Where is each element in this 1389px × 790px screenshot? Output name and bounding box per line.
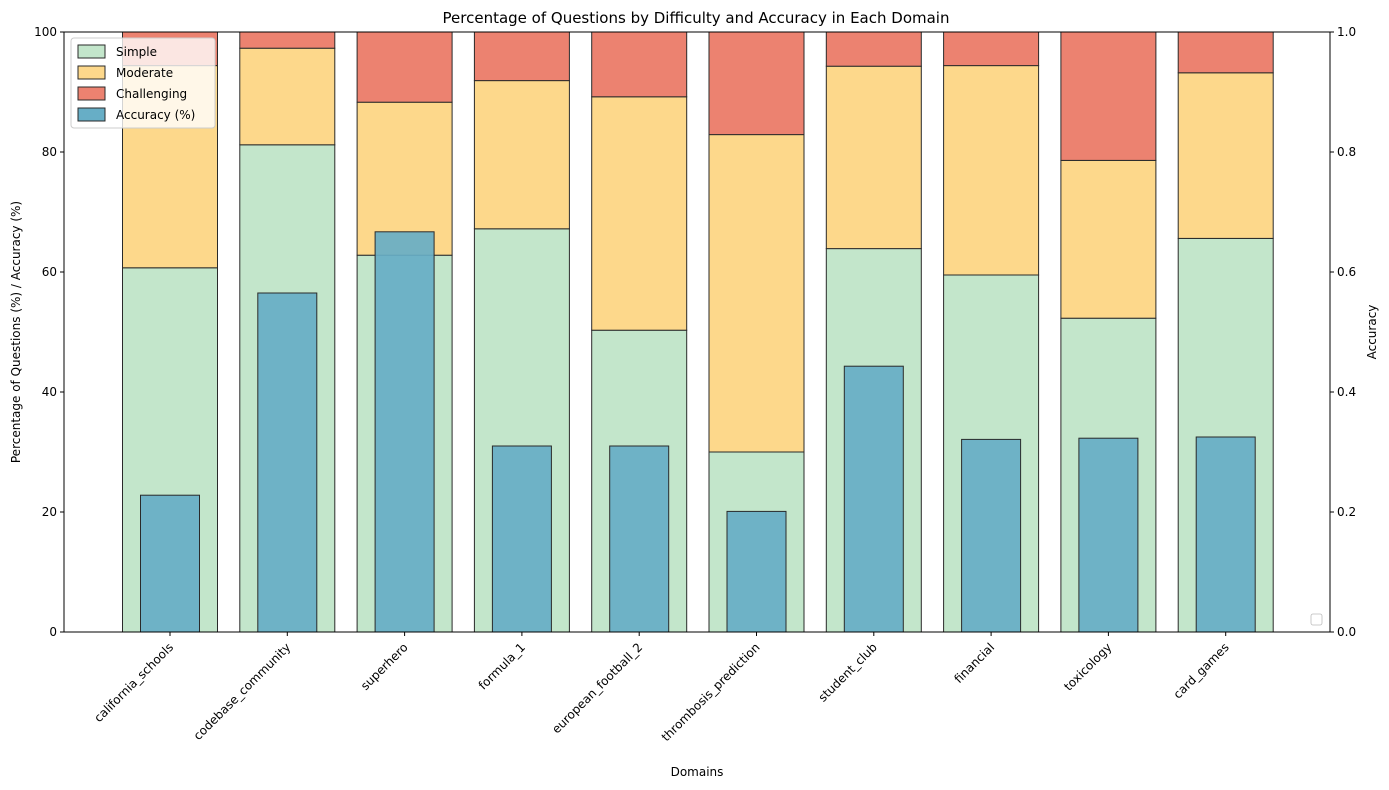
bar-challenging-card_games [1177, 31, 1274, 74]
legend-label: Simple [116, 45, 157, 59]
y-tick-label: 80 [42, 145, 57, 159]
y-axis-right-label: Accuracy [1365, 305, 1379, 360]
bar-accuracy-thrombosis_prediction [726, 510, 787, 633]
y-right-tick-label: 0.0 [1337, 625, 1356, 639]
y-right-tick-label: 0.8 [1337, 145, 1356, 159]
bar-accuracy-student_club [843, 365, 904, 633]
bar-accuracy-california_schools [140, 494, 200, 633]
legend-swatch [77, 65, 106, 80]
y-tick-label: 40 [42, 385, 57, 399]
bar-moderate-formula_1 [473, 80, 570, 230]
y-tick-label: 100 [34, 25, 57, 39]
bar-challenging-european_football_2 [591, 31, 688, 98]
legend-label: Accuracy (%) [116, 108, 195, 122]
chart-title: Percentage of Questions by Difficulty an… [443, 9, 950, 27]
legend-swatch [77, 107, 106, 122]
plot-frame [63, 31, 1331, 633]
bar-challenging-formula_1 [473, 31, 570, 82]
y-tick-label: 60 [42, 265, 57, 279]
bar-moderate-codebase_community [239, 47, 336, 146]
bar-challenging-toxicology [1060, 31, 1157, 161]
bar-challenging-student_club [825, 31, 922, 67]
empty-legend-box [1310, 613, 1323, 626]
y-right-tick-label: 0.6 [1337, 265, 1356, 279]
bar-accuracy-card_games [1195, 436, 1256, 633]
bar-moderate-thrombosis_prediction [708, 134, 805, 453]
legend-swatch [77, 86, 106, 101]
bar-challenging-codebase_community [239, 31, 336, 49]
y-right-tick-label: 0.4 [1337, 385, 1356, 399]
x-axis-label: Domains [671, 765, 724, 779]
y-right-tick-label: 1.0 [1337, 25, 1356, 39]
y-right-tick-label: 0.2 [1337, 505, 1356, 519]
bar-moderate-european_football_2 [591, 96, 688, 331]
bar-accuracy-toxicology [1078, 437, 1139, 633]
legend-label: Challenging [116, 87, 187, 101]
legend-swatch [77, 44, 106, 59]
bar-moderate-card_games [1177, 72, 1274, 239]
bar-challenging-financial [943, 31, 1040, 67]
y-tick-label: 0 [49, 625, 57, 639]
legend-label: Moderate [116, 66, 173, 80]
bar-moderate-financial [943, 65, 1040, 276]
bar-accuracy-financial [961, 438, 1022, 633]
bars-layer [122, 31, 1274, 633]
bar-accuracy-formula_1 [491, 445, 552, 633]
bar-challenging-thrombosis_prediction [708, 31, 805, 136]
bar-accuracy-superhero [374, 231, 435, 633]
bar-accuracy-european_football_2 [609, 445, 670, 633]
bar-moderate-superhero [356, 101, 453, 256]
y-axis-label: Percentage of Questions (%) / Accuracy (… [9, 201, 23, 463]
bar-accuracy-codebase_community [257, 292, 318, 633]
legend: Simple Moderate Challenging Accuracy (%) [70, 37, 216, 129]
bar-moderate-toxicology [1060, 159, 1157, 319]
legend-box [70, 37, 216, 129]
y-tick-label: 20 [42, 505, 57, 519]
bar-challenging-superhero [356, 31, 453, 103]
bar-moderate-student_club [825, 65, 922, 250]
